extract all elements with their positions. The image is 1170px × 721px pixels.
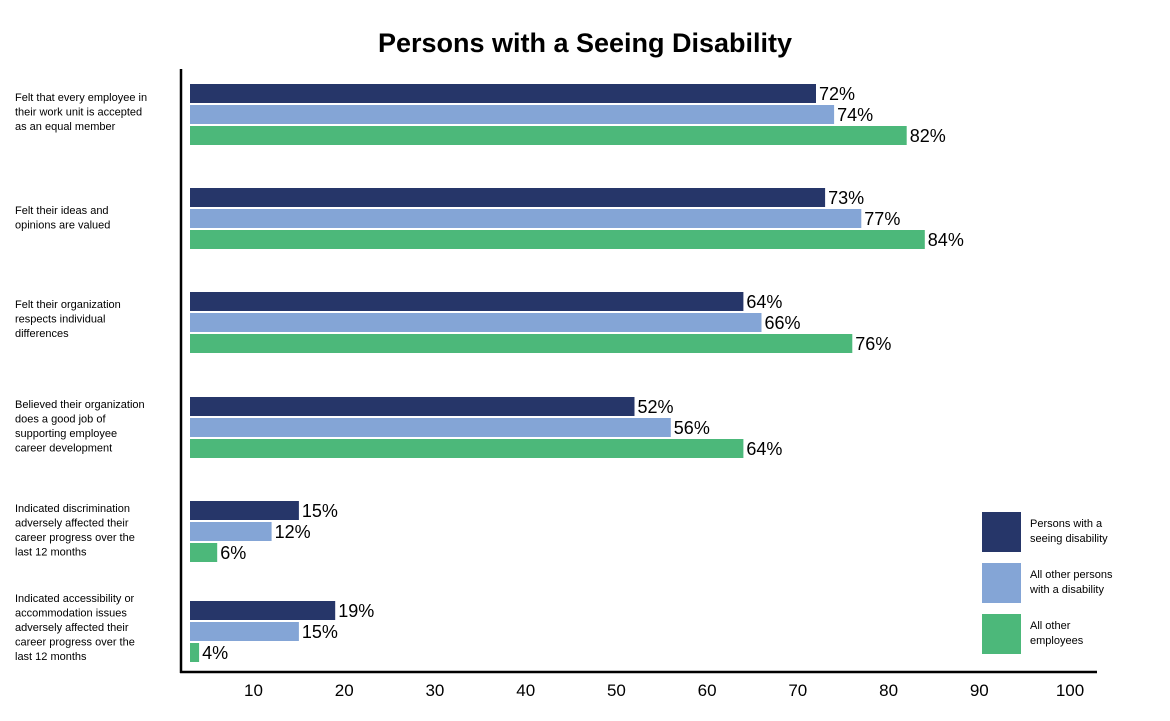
data-label: 56% <box>674 418 710 438</box>
category-labels-layer: Felt that every employee in their work un… <box>15 92 147 663</box>
data-label: 72% <box>819 84 855 104</box>
x-tick-label: 50 <box>607 681 626 700</box>
x-tick-label: 10 <box>244 681 263 700</box>
category-label: Felt their organization respects individu… <box>15 299 121 340</box>
data-label: 52% <box>638 397 674 417</box>
bars-layer <box>190 84 925 662</box>
data-label: 12% <box>275 522 311 542</box>
x-tick-label: 90 <box>970 681 989 700</box>
data-labels-layer: 72%74%82%73%77%84%64%66%76%52%56%64%15%1… <box>202 84 964 663</box>
bar <box>190 334 853 353</box>
bar <box>190 622 299 641</box>
bar <box>190 439 744 458</box>
data-label: 64% <box>746 439 782 459</box>
category-label: Indicated accessibility or accommodation … <box>15 593 135 663</box>
data-label: 76% <box>855 334 891 354</box>
x-tick-label: 80 <box>879 681 898 700</box>
data-label: 82% <box>910 126 946 146</box>
category-label: Felt their ideas and opinions are valued <box>15 205 110 232</box>
data-label: 15% <box>302 501 338 521</box>
category-label: Felt that every employee in their work un… <box>15 92 147 133</box>
bar <box>190 397 635 416</box>
bar <box>190 543 218 562</box>
bar <box>190 84 816 103</box>
data-label: 77% <box>864 209 900 229</box>
data-label: 74% <box>837 105 873 125</box>
category-label: Believed their organization does a good j… <box>15 399 145 455</box>
legend-label: All other employees <box>1030 620 1084 647</box>
data-label: 4% <box>202 643 228 663</box>
x-tick-label: 20 <box>335 681 354 700</box>
bar <box>190 522 272 541</box>
x-tick-label: 30 <box>425 681 444 700</box>
legend-swatch <box>982 563 1021 603</box>
data-label: 84% <box>928 230 964 250</box>
bar <box>190 643 200 662</box>
data-label: 15% <box>302 622 338 642</box>
x-tick-label: 70 <box>788 681 807 700</box>
bar <box>190 501 299 520</box>
bar <box>190 126 907 145</box>
chart-title: Persons with a Seeing Disability <box>378 28 792 58</box>
x-tick-labels-layer: 10 20 30 40 50 60 70 80 90 100 <box>244 681 1084 700</box>
x-tick-label: 40 <box>516 681 535 700</box>
legend-label: Persons with a seeing disability <box>1030 518 1108 545</box>
data-label: 73% <box>828 188 864 208</box>
bar <box>190 188 826 207</box>
legend: Persons with a seeing disability All other… <box>982 512 1113 654</box>
category-label: Indicated discrimination adversely affect… <box>15 503 135 559</box>
data-label: 64% <box>746 292 782 312</box>
bar <box>190 418 671 437</box>
data-label: 66% <box>765 313 801 333</box>
bar <box>190 105 835 124</box>
data-label: 6% <box>220 543 246 563</box>
x-tick-label: 100 <box>1056 681 1084 700</box>
legend-swatch <box>982 614 1021 654</box>
legend-label: All other persons with a disability <box>1029 569 1113 596</box>
bar <box>190 292 744 311</box>
x-tick-label: 60 <box>698 681 717 700</box>
bar <box>190 601 336 620</box>
bar <box>190 230 925 249</box>
legend-swatch <box>982 512 1021 552</box>
bar <box>190 313 762 332</box>
data-label: 19% <box>338 601 374 621</box>
bar <box>190 209 862 228</box>
